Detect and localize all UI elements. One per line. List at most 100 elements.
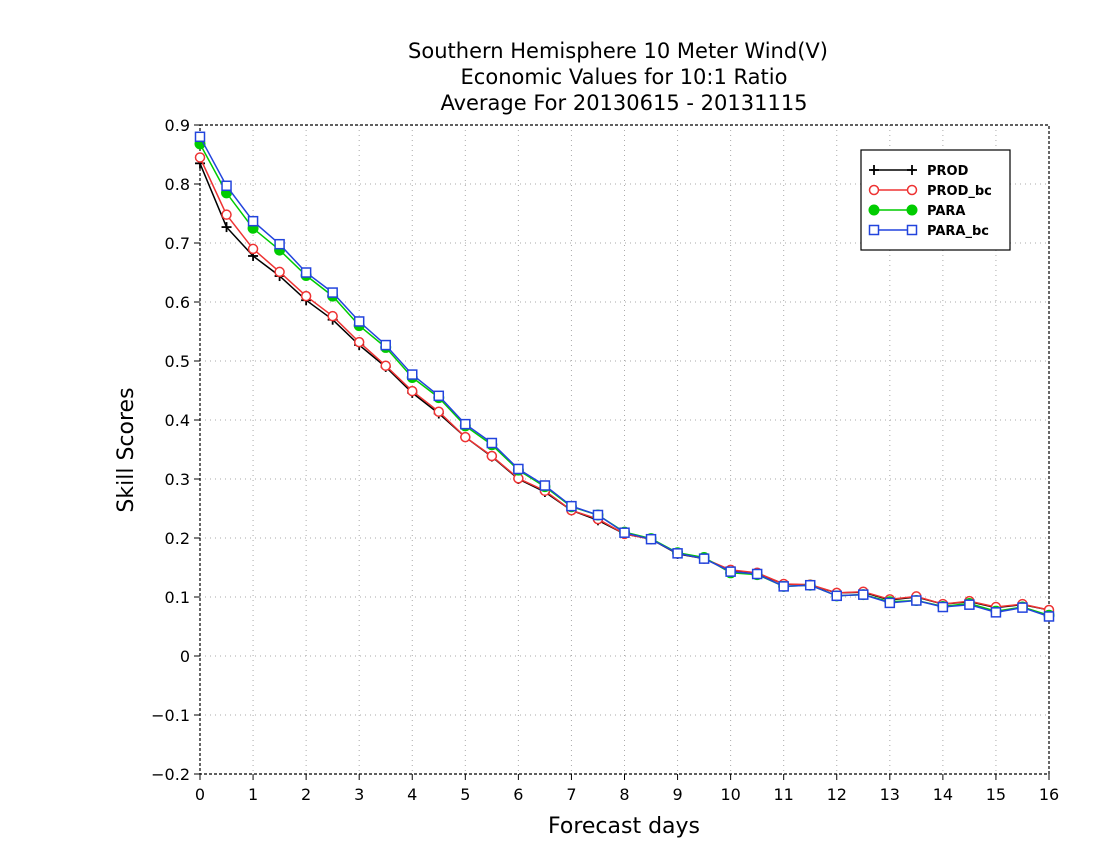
chart-title-line-2: Economic Values for 10:1 Ratio [461, 65, 788, 89]
data-point [539, 480, 551, 491]
data-point [327, 310, 338, 322]
x-tick-label: 6 [513, 785, 523, 804]
data-point [672, 548, 683, 559]
chart-title-line-3: Average For 20130615 - 20131115 [440, 91, 807, 115]
legend-marker [868, 204, 880, 216]
data-point [194, 131, 206, 143]
y-tick-label: 0.7 [165, 234, 190, 253]
data-point [804, 579, 816, 591]
data-point [884, 597, 896, 609]
y-tick-label: 0.2 [165, 529, 190, 548]
data-point [353, 336, 365, 348]
x-tick-label: 9 [672, 785, 682, 804]
x-tick-label: 10 [720, 785, 740, 804]
y-tick-label: 0.9 [165, 116, 190, 135]
data-point [327, 287, 338, 298]
data-point [353, 316, 365, 327]
data-point [247, 215, 259, 227]
legend-item: PROD [869, 164, 969, 179]
chart-title-line-1: Southern Hemisphere 10 Meter Wind(V) [408, 39, 828, 63]
x-tick-label: 14 [933, 785, 953, 804]
data-point [460, 431, 471, 443]
data-point [274, 266, 285, 278]
grid-layer [200, 125, 1049, 774]
legend-label: PARA_bc [927, 224, 989, 239]
data-point [407, 369, 418, 380]
y-tick-label: −0.1 [151, 706, 190, 725]
legend-marker [869, 165, 879, 175]
x-tick-label: 15 [986, 785, 1006, 804]
data-point [698, 553, 710, 564]
data-point [566, 500, 577, 512]
data-point [937, 601, 949, 613]
data-point [990, 607, 1002, 618]
data-point [619, 527, 630, 538]
x-tick-label: 0 [195, 785, 205, 804]
data-point [221, 209, 232, 220]
data-point [725, 566, 736, 577]
legend-box [860, 149, 1011, 251]
data-point [645, 533, 657, 545]
data-point [433, 390, 445, 402]
series-para-bc [194, 131, 1055, 622]
data-point [1043, 611, 1055, 622]
data-point [300, 267, 312, 278]
data-point [858, 589, 869, 600]
data-point [460, 418, 471, 430]
y-tick-label: 0.1 [165, 588, 190, 607]
legend-marker [868, 184, 880, 196]
y-tick-label: 0.5 [165, 352, 190, 371]
x-tick-label: 8 [619, 785, 629, 804]
data-point [778, 581, 789, 592]
data-point [751, 568, 763, 580]
data-point [911, 595, 922, 606]
y-tick-label: 0.8 [165, 175, 190, 194]
legend-marker [906, 224, 918, 236]
legend-label: PROD_bc [927, 184, 992, 199]
legend-marker [868, 224, 880, 236]
data-point [380, 339, 391, 351]
y-tick-label: 0.6 [165, 293, 190, 312]
y-tick-label: 0.4 [165, 411, 190, 430]
data-point [407, 385, 418, 397]
data-point [486, 450, 498, 462]
legend-item: PROD_bc [868, 184, 992, 199]
legend-item: PARA_bc [868, 224, 989, 239]
x-tick-label: 4 [407, 785, 417, 804]
y-tick-label: −0.2 [151, 765, 190, 784]
x-tick-label: 12 [827, 785, 847, 804]
x-tick-label: 5 [460, 785, 470, 804]
data-point [300, 290, 312, 302]
legend-item: PARA [868, 204, 965, 219]
data-point [831, 590, 842, 602]
x-tick-label: 3 [354, 785, 364, 804]
data-point [592, 509, 604, 521]
data-point [247, 243, 259, 255]
legend-marker [907, 165, 917, 175]
data-point [194, 152, 206, 163]
data-point [221, 180, 232, 192]
y-tick-label: 0 [180, 647, 190, 666]
x-tick-label: 2 [301, 785, 311, 804]
data-point [380, 360, 391, 371]
y-tick-label: 0.3 [165, 470, 190, 489]
data-point [221, 222, 232, 233]
y-axis-label: Skill Scores [114, 387, 139, 512]
data-point [1017, 602, 1028, 613]
legend-marker [906, 204, 918, 216]
x-tick-label: 7 [566, 785, 576, 804]
data-point [486, 437, 498, 449]
legend-marker [906, 184, 918, 196]
data-point [433, 406, 445, 417]
series-layer [194, 131, 1055, 622]
x-axis-label: Forecast days [548, 814, 700, 839]
x-tick-label: 16 [1039, 785, 1059, 804]
legend-label: PARA [927, 204, 965, 219]
legend-label: PROD [927, 164, 969, 179]
data-point [964, 599, 975, 610]
data-point [513, 463, 524, 475]
legend: PROD PROD_bc PARA PARA_bc [860, 149, 1011, 251]
x-tick-label: 11 [774, 785, 794, 804]
